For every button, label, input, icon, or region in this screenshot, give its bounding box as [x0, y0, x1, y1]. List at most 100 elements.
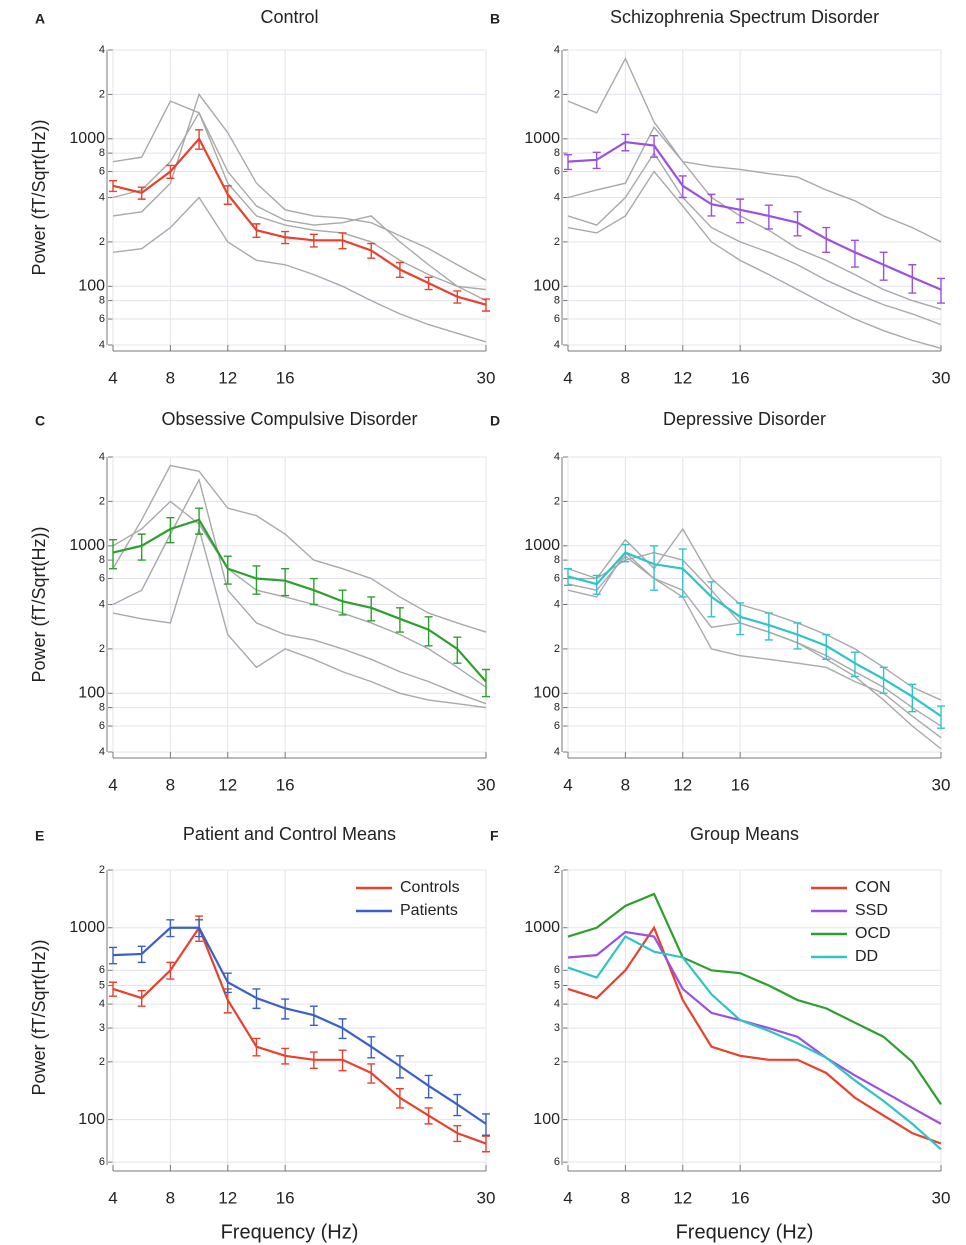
error-bar	[166, 961, 175, 980]
y-tick-label: 2	[554, 495, 560, 507]
y-tick-label: 6	[554, 964, 560, 976]
series-line	[567, 930, 942, 1125]
error-bar	[592, 151, 601, 170]
y-tick-label: 8	[99, 147, 105, 159]
error-bar	[482, 668, 490, 698]
error-bar	[195, 919, 204, 938]
subject-line	[112, 92, 487, 281]
y-tick-label: 2	[554, 1056, 560, 1068]
legend-label: CON	[855, 879, 891, 896]
y-tick-label: 6	[99, 572, 105, 584]
y-tick-label: 5	[554, 979, 560, 991]
error-bar	[252, 565, 261, 595]
x-tick-label: 4	[108, 775, 117, 794]
y-tick-label: 6	[99, 964, 105, 976]
error-bar	[707, 581, 716, 618]
x-tick-label: 12	[218, 775, 237, 794]
y-tick-label: 6	[554, 1156, 560, 1168]
legend-label: Patients	[400, 902, 458, 919]
error-bar	[822, 633, 831, 661]
error-bar	[281, 567, 290, 597]
error-bar	[453, 1124, 462, 1143]
y-tick-label: 2	[99, 495, 105, 507]
error-bar	[309, 233, 318, 248]
error-bar	[650, 545, 659, 591]
x-tick-label: 16	[276, 1188, 295, 1207]
error-bar	[367, 242, 376, 259]
subject-line	[567, 151, 942, 326]
y-tick-label: 4	[99, 44, 105, 56]
error-bar	[822, 226, 831, 254]
y-tick-label: 6	[99, 720, 105, 732]
error-bar	[395, 607, 404, 633]
x-axis-label: Frequency (Hz)	[676, 1221, 814, 1243]
y-tick-label: 2	[554, 236, 560, 248]
subject-line	[567, 140, 942, 291]
x-tick-label: 16	[731, 368, 750, 387]
y-axis-label: Power (fT/Sqrt(Hz))	[29, 939, 49, 1095]
y-tick-label: 2	[554, 88, 560, 100]
error-bar	[395, 261, 404, 279]
x-tick-label: 12	[673, 368, 692, 387]
error-bar	[678, 175, 687, 199]
error-bar	[166, 164, 175, 179]
series-line	[112, 926, 487, 1125]
error-bar	[281, 998, 290, 1020]
legend-label: Controls	[400, 879, 460, 896]
y-tick-label: 2	[554, 643, 560, 655]
y-tick-label: 8	[554, 147, 560, 159]
subject-line	[112, 464, 487, 633]
error-bar	[908, 683, 917, 713]
subject-line	[112, 518, 487, 683]
subject-line	[567, 555, 942, 750]
x-tick-label: 30	[477, 775, 496, 794]
subject-line	[112, 477, 487, 705]
error-bar	[309, 1051, 318, 1070]
y-tick-label: 8	[554, 554, 560, 566]
y-tick-label: 4	[554, 598, 560, 610]
x-tick-label: 16	[731, 775, 750, 794]
y-tick-label: 4	[554, 191, 560, 203]
y-tick-label: 6	[554, 313, 560, 325]
y-tick-label: 100	[78, 1111, 105, 1128]
error-bar	[879, 251, 888, 281]
y-tick-label: 8	[99, 554, 105, 566]
error-bar	[482, 298, 490, 312]
y-tick-label: 5	[99, 979, 105, 991]
x-tick-label: 30	[477, 368, 496, 387]
y-tick-label: 6	[554, 165, 560, 177]
panel-label: D	[490, 413, 500, 429]
error-bar	[281, 230, 290, 245]
error-bar	[137, 989, 146, 1007]
x-tick-label: 12	[673, 1188, 692, 1207]
error-bar	[281, 1047, 290, 1065]
y-tick-label: 2	[99, 1056, 105, 1068]
x-tick-label: 8	[166, 775, 175, 794]
series-line	[112, 925, 487, 1145]
error-bar	[137, 186, 146, 200]
error-bar	[621, 133, 630, 152]
error-bar	[338, 589, 347, 616]
error-bar	[309, 1005, 318, 1027]
error-bar	[223, 185, 232, 205]
y-tick-label: 3	[554, 1022, 560, 1034]
y-tick-label: 2	[99, 864, 105, 876]
y-tick-label: 1000	[69, 919, 105, 936]
y-tick-label: 100	[533, 278, 560, 295]
error-bar	[395, 1055, 404, 1079]
error-bar	[482, 1113, 490, 1136]
y-tick-label: 8	[554, 295, 560, 307]
x-tick-label: 30	[932, 368, 951, 387]
x-tick-label: 8	[166, 1188, 175, 1207]
error-bar	[564, 567, 572, 586]
y-tick-label: 4	[99, 339, 105, 351]
error-bar	[424, 1107, 433, 1125]
y-tick-label: 100	[78, 278, 105, 295]
error-bar	[338, 1018, 347, 1040]
x-tick-label: 30	[477, 1188, 496, 1207]
y-tick-label: 8	[99, 702, 105, 714]
error-bar	[850, 651, 859, 678]
subject-line	[567, 56, 942, 243]
y-tick-label: 2	[99, 643, 105, 655]
